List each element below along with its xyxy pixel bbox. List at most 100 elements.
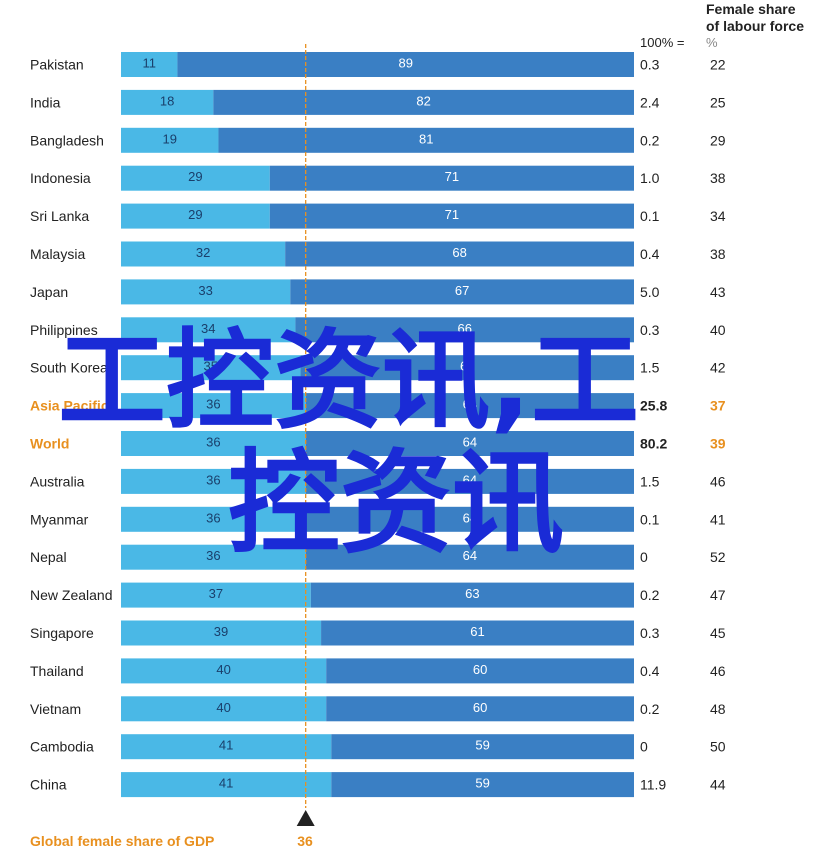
female-labour-share: 40 — [710, 322, 726, 338]
gdp-value: 0 — [640, 549, 648, 565]
bar-female-value: 33 — [198, 283, 212, 298]
bar-male-share — [326, 696, 634, 722]
bar-female-value: 18 — [160, 93, 174, 108]
bar-male-value: 82 — [416, 93, 430, 108]
gdp-value: 0.3 — [640, 625, 660, 641]
bar-male-value: 81 — [419, 131, 433, 146]
female-labour-share: 38 — [710, 170, 726, 186]
footer: Global female share of GDP 36 — [30, 833, 313, 849]
bar-female-share — [121, 544, 306, 570]
bar-female-share — [121, 52, 178, 77]
bar-female-value: 41 — [219, 738, 233, 753]
bar-male-value: 71 — [445, 169, 459, 184]
bar-female-share — [121, 127, 219, 153]
bar-female-value: 36 — [206, 435, 220, 450]
female-share-title-line2: of labour force — [706, 18, 804, 34]
gdp-value: 0.2 — [640, 132, 660, 148]
female-labour-share: 38 — [710, 246, 726, 262]
gdp-value: 1.5 — [640, 360, 660, 376]
female-share-title-line1: Female share — [706, 1, 796, 17]
female-labour-share: 47 — [710, 587, 726, 603]
bar-male-share — [321, 620, 634, 646]
header: Female share of labour force 100% = % — [640, 1, 804, 50]
bar-female-share — [121, 620, 322, 646]
gdp-value: 0.3 — [640, 322, 660, 338]
bar-male-value: 59 — [475, 776, 489, 791]
country-label: Nepal — [30, 549, 67, 565]
bar-male-share — [213, 89, 634, 115]
bar-female-share — [121, 317, 296, 343]
bar-male-value: 61 — [470, 624, 484, 639]
bar-male-share — [326, 658, 634, 684]
bar-male-value: 63 — [465, 586, 479, 601]
bar-male-share — [218, 127, 634, 153]
bar-female-value: 19 — [163, 131, 177, 146]
country-label: Pakistan — [30, 57, 84, 73]
bar-female-value: 37 — [209, 586, 223, 601]
female-labour-share: 52 — [710, 549, 726, 565]
bar-male-share — [177, 52, 634, 77]
bar-male-share — [331, 772, 634, 798]
female-labour-share: 44 — [710, 777, 726, 793]
bar-female-share — [121, 582, 311, 608]
gdp-value: 1.0 — [640, 170, 660, 186]
gdp-value: 0 — [640, 739, 648, 755]
gdp-value: 11.9 — [640, 777, 666, 793]
country-label: World — [30, 436, 69, 452]
bar-male-share — [305, 393, 634, 419]
bar-male-value: 64 — [463, 472, 477, 487]
bar-male-share — [300, 355, 634, 381]
bar-male-share — [305, 544, 634, 570]
female-labour-share: 48 — [710, 701, 726, 717]
bar-female-value: 35 — [204, 359, 218, 374]
country-label: Vietnam — [30, 701, 81, 717]
gdp-value: 25.8 — [640, 398, 667, 414]
bar-female-value: 29 — [188, 207, 202, 222]
bar-female-value: 34 — [201, 321, 215, 336]
country-label: Australia — [30, 473, 85, 489]
country-label: Malaysia — [30, 246, 85, 262]
footer-label: Global female share of GDP — [30, 833, 214, 849]
bar-male-share — [269, 165, 634, 191]
gdp-value: 0.1 — [640, 208, 660, 224]
bar-male-value: 67 — [455, 283, 469, 298]
bar-female-value: 36 — [206, 397, 220, 412]
female-labour-share: 34 — [710, 208, 726, 224]
country-label: Sri Lanka — [30, 208, 89, 224]
female-labour-share: 22 — [710, 57, 726, 73]
bar-female-value: 36 — [206, 548, 220, 563]
bar-female-share — [121, 89, 214, 115]
chart-rows: Pakistan 11 89 0.3 22 India 18 82 2.4 25 Banglades… — [30, 52, 726, 798]
bar-female-share — [121, 393, 306, 419]
gdp-value: 0.2 — [640, 587, 660, 603]
country-label: Indonesia — [30, 170, 91, 186]
country-label: Thailand — [30, 663, 84, 679]
bar-female-share — [121, 241, 286, 267]
bar-female-share — [121, 279, 291, 305]
female-labour-share: 46 — [710, 473, 726, 489]
bar-female-value: 36 — [206, 510, 220, 525]
gdp-value: 1.5 — [640, 473, 660, 489]
female-labour-share: 41 — [710, 511, 726, 527]
bar-male-value: 71 — [445, 207, 459, 222]
female-labour-share: 29 — [710, 132, 726, 148]
bar-male-value: 68 — [452, 245, 466, 260]
country-label: Cambodia — [30, 739, 94, 755]
gdp-value: 80.2 — [640, 436, 667, 452]
bar-female-value: 41 — [219, 776, 233, 791]
country-label: New Zealand — [30, 587, 113, 603]
country-label: South Korea — [30, 360, 108, 376]
percent-unit: % — [706, 35, 718, 50]
bar-male-value: 64 — [463, 510, 477, 525]
female-labour-share: 50 — [710, 739, 726, 755]
bar-male-share — [285, 241, 634, 267]
bar-male-share — [305, 431, 634, 456]
gdp-value: 2.4 — [640, 94, 660, 110]
bar-male-share — [295, 317, 634, 343]
bar-male-share — [269, 203, 634, 229]
bar-male-value: 60 — [473, 662, 487, 677]
gdp-value: 0.4 — [640, 246, 660, 262]
bar-female-value: 11 — [142, 56, 156, 71]
country-label: Japan — [30, 284, 68, 300]
